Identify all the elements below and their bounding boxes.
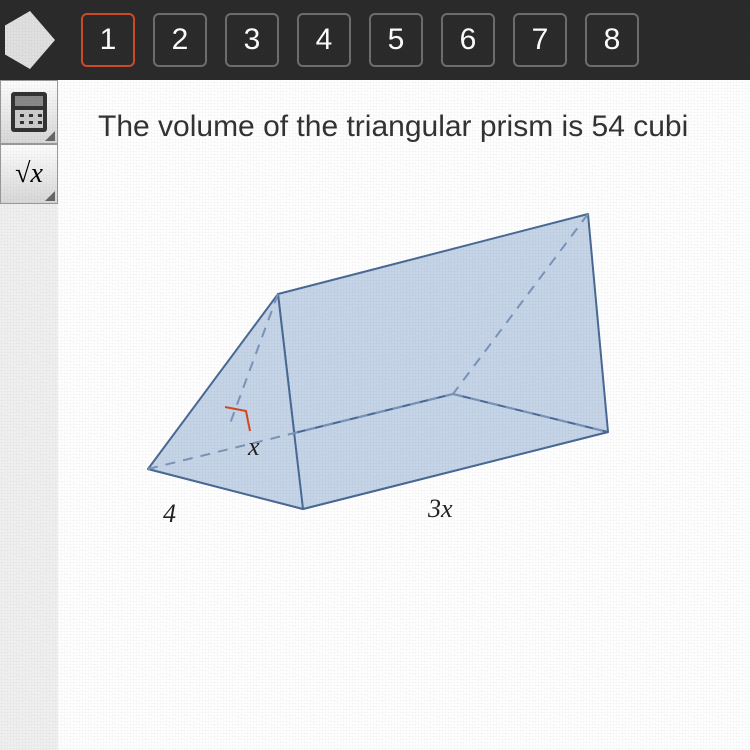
label-3x: 3x xyxy=(428,494,453,524)
calculator-icon xyxy=(11,92,47,132)
nav-button-2[interactable]: 2 xyxy=(153,13,207,67)
prism-diagram: x 4 3x xyxy=(98,179,730,564)
sqrt-button[interactable]: √x xyxy=(0,144,58,204)
nav-button-5[interactable]: 5 xyxy=(369,13,423,67)
label-4: 4 xyxy=(163,499,176,529)
nav-button-6[interactable]: 6 xyxy=(441,13,495,67)
question-text: The volume of the triangular prism is 54… xyxy=(98,110,730,144)
toolbar: 12345678 xyxy=(0,0,750,80)
nav-button-7[interactable]: 7 xyxy=(513,13,567,67)
sqrt-label: √x xyxy=(15,158,43,190)
content-panel: The volume of the triangular prism is 54… xyxy=(58,80,750,750)
nav-button-8[interactable]: 8 xyxy=(585,13,639,67)
pencil-icon[interactable] xyxy=(5,11,55,69)
sidebar: √x xyxy=(0,80,58,204)
nav-button-1[interactable]: 1 xyxy=(81,13,135,67)
label-x: x xyxy=(248,432,260,462)
calculator-button[interactable] xyxy=(0,80,58,144)
nav-button-3[interactable]: 3 xyxy=(225,13,279,67)
nav-button-4[interactable]: 4 xyxy=(297,13,351,67)
